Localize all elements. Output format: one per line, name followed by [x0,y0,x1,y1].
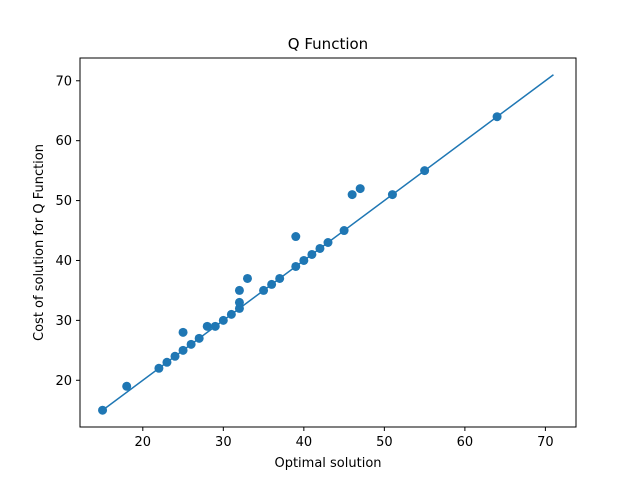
data-point [259,285,269,295]
data-point [210,321,220,331]
chart-title: Q Function [288,35,368,53]
data-point [492,112,502,122]
data-point [339,226,349,236]
data-point [355,184,365,194]
plot-frame [79,57,577,428]
data-point [194,333,204,343]
y-tick-label: 20 [55,374,72,389]
x-tick-label: 50 [376,435,393,450]
data-point [98,405,108,415]
data-point [242,273,252,283]
data-point [323,238,333,247]
data-point [178,345,188,355]
data-point [420,166,430,176]
data-point [202,321,212,331]
data-point [315,243,325,253]
y-tick-label: 40 [55,254,72,269]
x-axis-label: Optimal solution [274,456,381,471]
data-point [275,273,285,283]
data-point [387,190,397,200]
y-tick-label: 70 [55,74,72,89]
data-point [234,285,244,295]
data-point [154,363,164,373]
y-tick-label: 50 [55,194,72,209]
data-point [299,255,309,265]
x-tick-label: 70 [537,435,554,450]
x-tick-label: 30 [215,435,232,450]
data-point [162,357,172,367]
x-tick-label: 40 [296,435,313,450]
data-point [178,327,188,337]
y-axis-label: Cost of solution for Q Function [32,144,47,341]
y-tick-label: 60 [55,134,72,149]
data-point [186,339,196,349]
data-point [267,279,277,289]
plot-area [98,74,554,415]
data-point [170,351,180,361]
data-point [291,261,301,271]
x-tick-label: 20 [135,435,152,450]
data-point [234,297,244,307]
data-point [291,232,301,242]
y-tick-label: 30 [55,314,72,329]
x-tick-label: 60 [457,435,474,450]
data-point [307,249,317,259]
data-point [347,190,357,200]
axes: 20 30 40 50 60 70 20 30 40 50 60 70 [55,74,553,450]
data-point [122,381,132,391]
data-point [226,309,236,319]
data-point [218,315,228,325]
